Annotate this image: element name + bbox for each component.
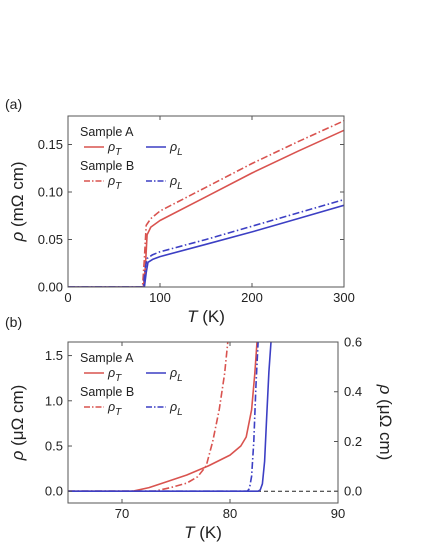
x-tick-label: 200	[241, 290, 263, 305]
legend-label-rho-t: ρT	[107, 140, 122, 158]
series-group	[68, 342, 272, 492]
x-tick-label: 70	[115, 506, 129, 521]
series-line-sample-a-rho-l	[68, 342, 272, 492]
panel-label: (a)	[5, 96, 22, 112]
legend-label-rho-l: ρL	[169, 140, 183, 158]
y-tick-label: 1.0	[45, 393, 63, 408]
y-tick-label: 0.10	[38, 185, 63, 200]
y-tick-label: 1.5	[45, 348, 63, 363]
y-tick-label: 0.05	[38, 232, 63, 247]
x-tick-label: 0	[64, 290, 71, 305]
y2-tick-label: 0.0	[344, 484, 362, 499]
series-line-sample-a-rho-t	[68, 342, 258, 492]
chart-panel-b: (b) 70 80 90 0.0 0.5 1.0 1.5 0.0 0.2 0.4 0.6 T (K) ρ …	[5, 314, 395, 542]
series-line-sample-a-rho-l	[68, 204, 344, 287]
x-tick-label: 80	[223, 506, 237, 521]
x-axis-label: T (K)	[187, 307, 225, 326]
y-tick-label: 0.00	[38, 280, 63, 295]
y-tick-label: 0.5	[45, 439, 63, 454]
legend-group-title: Sample B	[80, 159, 134, 173]
legend-label-rho-t: ρT	[107, 366, 122, 384]
legend-group-title: Sample A	[80, 351, 134, 365]
legend-label-rho-l: ρL	[169, 366, 183, 384]
plot-frame	[67, 115, 345, 288]
y-axis-label: ρ (mΩ cm)	[8, 161, 27, 242]
chart-panel-a: (a) 0 100 200 300 0.00 0.05 0.10 0.15 T (K) ρ (mΩ …	[5, 96, 355, 326]
legend-group-title: Sample A	[80, 125, 134, 139]
x-tick-label: 90	[331, 506, 345, 521]
series-line-sample-b-rho-t	[68, 342, 229, 492]
series-line-sample-b-rho-t	[68, 120, 344, 287]
legend-label-rho-l: ρL	[169, 400, 183, 418]
legend-label-rho-t: ρT	[107, 400, 122, 418]
plot-frame	[67, 341, 339, 504]
series-group	[68, 120, 344, 287]
y-tick-label: 0.0	[45, 484, 63, 499]
x-tick-label: 300	[333, 290, 355, 305]
legend-label-rho-l: ρL	[169, 174, 183, 192]
series-line-sample-b-rho-l	[68, 342, 259, 492]
legend-label-rho-t: ρT	[107, 174, 122, 192]
x-axis-label: T (K)	[184, 523, 222, 542]
y2-tick-label: 0.2	[344, 434, 362, 449]
series-line-sample-b-rho-l	[68, 198, 344, 287]
x-tick-label: 100	[149, 290, 171, 305]
panel-label: (b)	[5, 314, 22, 330]
y-axis-label: ρ (μΩ cm)	[8, 385, 27, 462]
y2-tick-label: 0.4	[344, 384, 362, 399]
y2-tick-label: 0.6	[344, 335, 362, 350]
legend-group-title: Sample B	[80, 385, 134, 399]
y-tick-label: 0.15	[38, 137, 63, 152]
y2-axis-label: ρ (μΩ cm)	[376, 384, 395, 461]
